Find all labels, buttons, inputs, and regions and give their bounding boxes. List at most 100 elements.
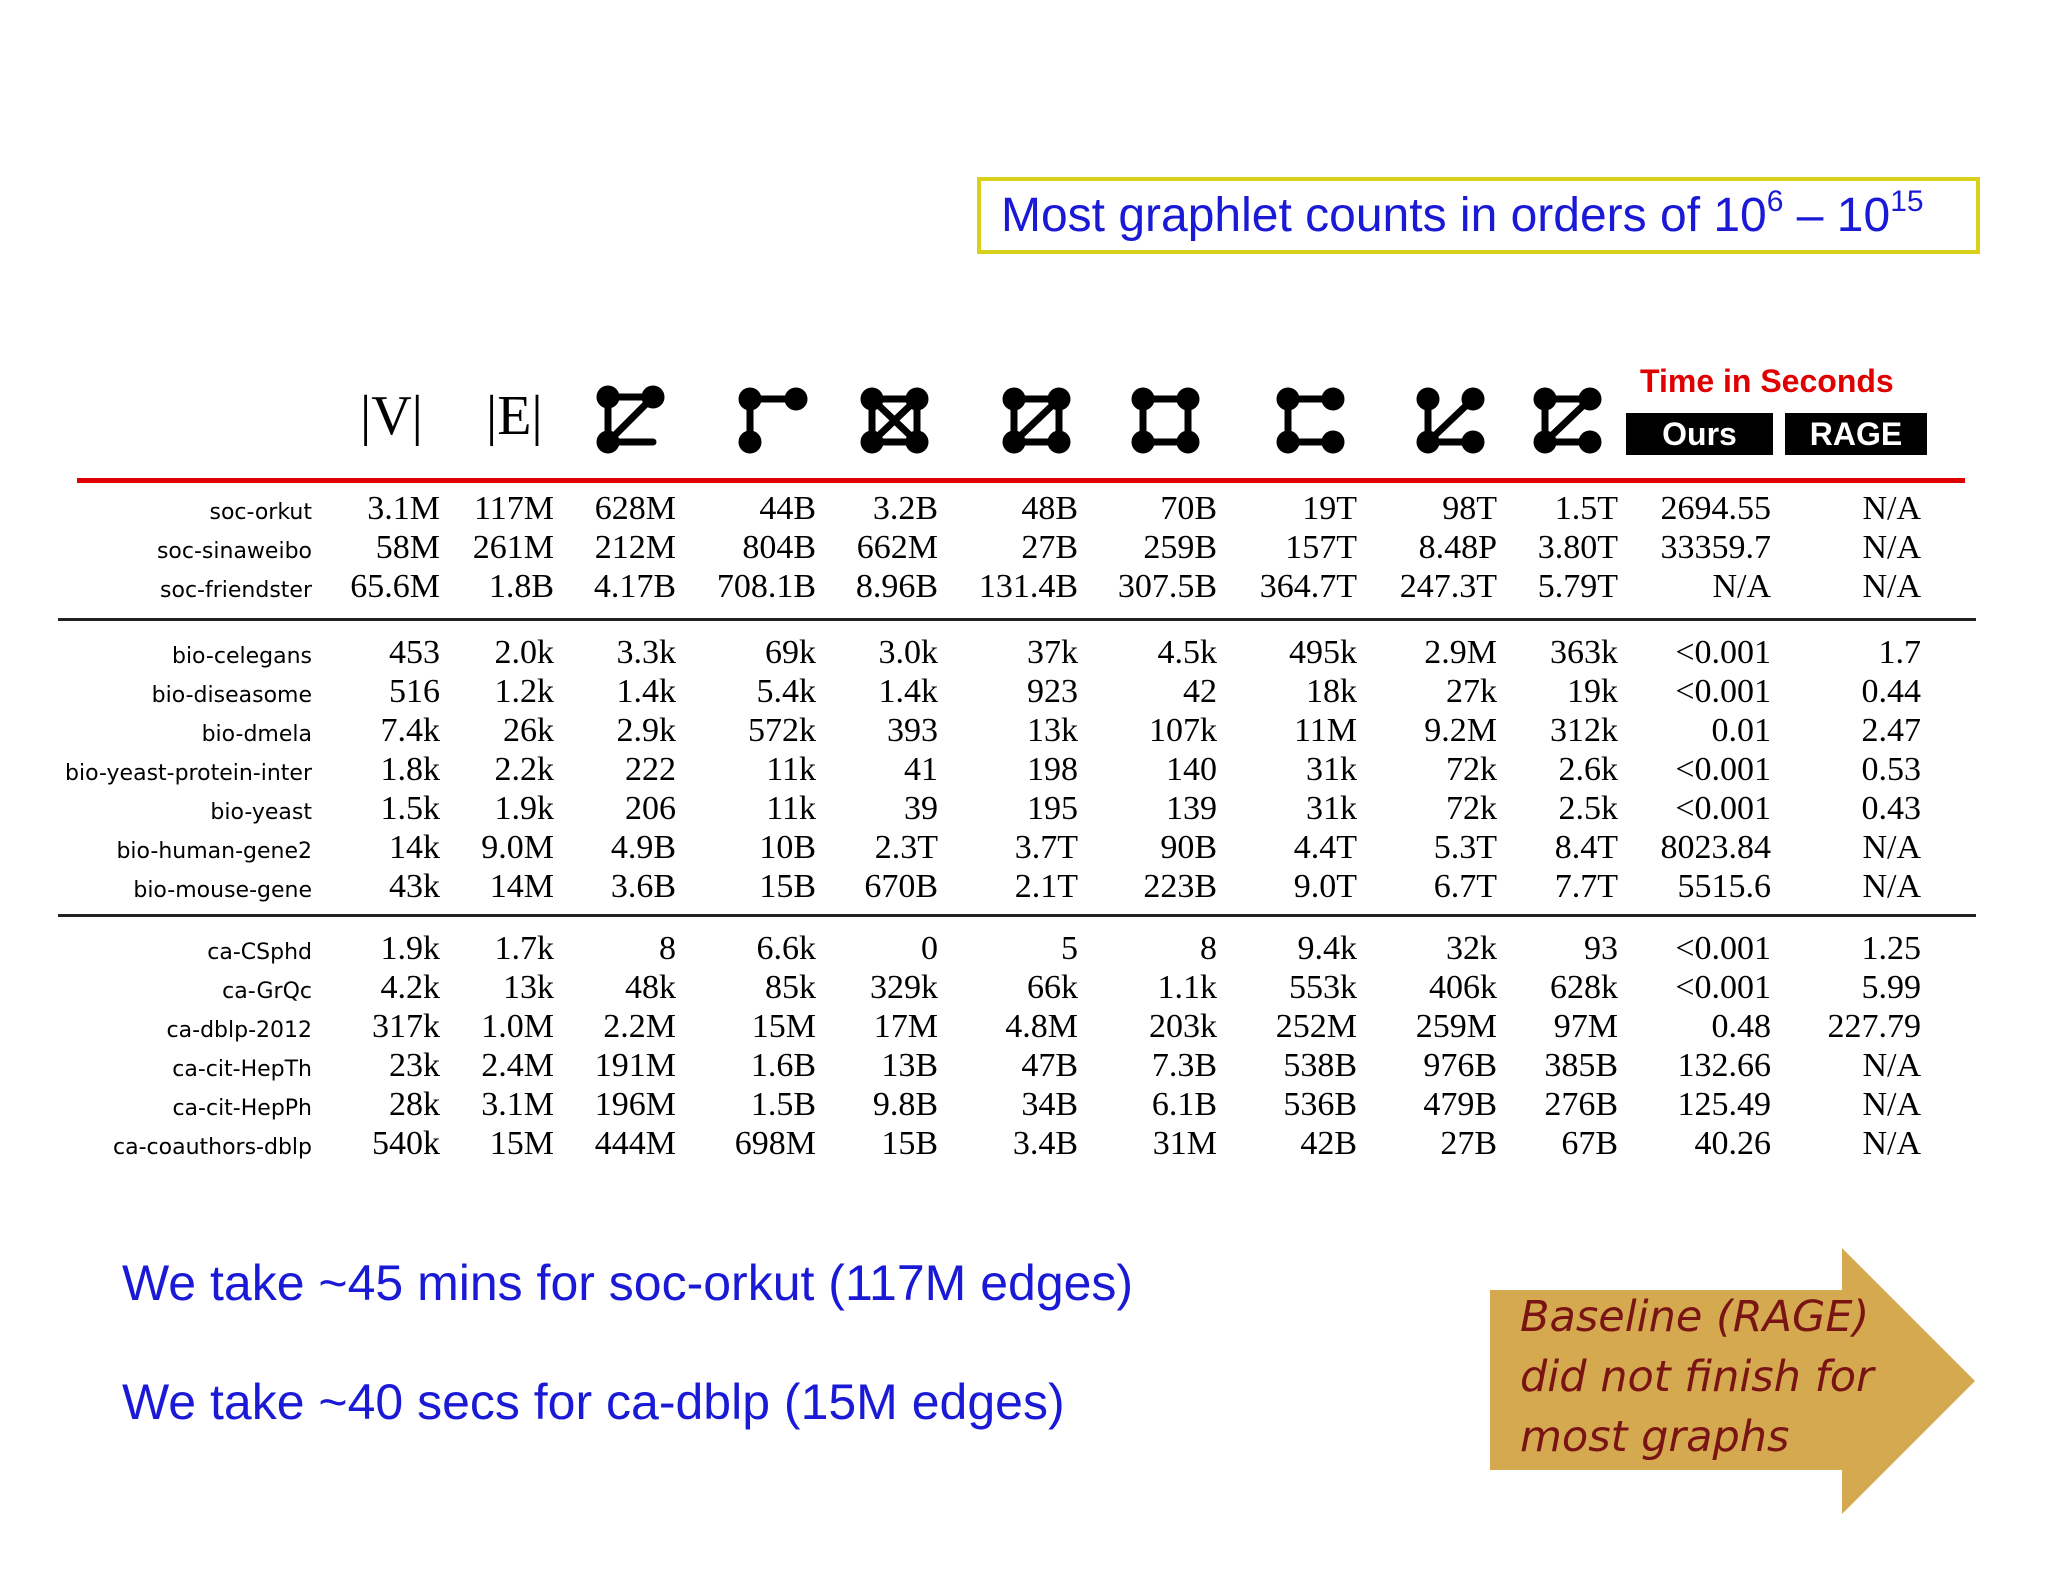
table-cell: <0.001 [1675,790,1771,827]
table-cell: 6.6k [756,930,817,967]
ours-column-header: Ours [1626,413,1773,455]
table-cell: 13k [503,969,554,1006]
row-label: bio-yeast [210,800,312,825]
table-cell: 393 [887,712,938,749]
table-cell: 195 [1027,790,1078,827]
table-cell: 1.2k [494,673,555,710]
table-cell: 15M [751,1008,816,1045]
table-cell: 3.6B [610,868,676,905]
table-cell: 247.3T [1399,568,1497,605]
table-cell: 140 [1166,751,1217,788]
tailed-triangle-icon [1416,387,1485,454]
table-cell: 8.48P [1418,529,1497,566]
table-cell: N/A [1862,1047,1921,1084]
table-cell: 4.4T [1293,829,1357,866]
table-cell: 317k [372,1008,440,1045]
table-cell: 1.25 [1861,930,1922,967]
table-cell: 8.96B [855,568,938,605]
four-clique-icon [860,387,929,454]
table-cell: 259M [1415,1008,1497,1045]
table-cell: 43k [389,868,440,905]
table-cell: 307.5B [1117,568,1217,605]
table-cell: 8 [1200,930,1217,967]
table-cell: 27k [1446,673,1497,710]
table-cell: 97M [1553,1008,1618,1045]
table-cell: 444M [594,1125,676,1162]
table-cell: 72k [1446,751,1497,788]
table-cell: 0 [921,930,938,967]
table-cell: 406k [1429,969,1497,1006]
table-cell: 11M [1294,712,1357,749]
table-cell: 17M [873,1008,938,1045]
table-cell: 40.26 [1694,1125,1772,1162]
table-cell: 0.48 [1711,1008,1772,1045]
table-cell: 11k [766,790,816,827]
table-cell: 2694.55 [1660,490,1772,527]
rage-column-header: RAGE [1785,413,1927,455]
table-cell: 13B [881,1047,938,1084]
table-cell: 28k [389,1086,440,1123]
table-cell: 1.6B [750,1047,816,1084]
table-cell: 4.2k [380,969,441,1006]
table-cell: 48k [625,969,676,1006]
table-cell: N/A [1712,568,1771,605]
table-cell: N/A [1862,868,1921,905]
table-cell: 69k [765,634,816,671]
table-cell: 1.7 [1878,634,1922,671]
table-cell: N/A [1862,568,1921,605]
table-cell: 9.0M [481,829,554,866]
table-cell: 5515.6 [1677,868,1772,905]
table-cell: 39 [904,790,938,827]
table-cell: 48B [1021,490,1078,527]
graphlet-count-callout: Most graphlet counts in orders of 106 – … [977,177,1980,254]
table-cell: 385B [1544,1047,1618,1084]
row-label: bio-yeast-protein-inter [65,761,312,786]
table-cell: 1.5T [1554,490,1618,527]
row-label: bio-mouse-gene [133,878,312,903]
table-cell: 1.0M [481,1008,554,1045]
table-cell: 2.6k [1558,751,1619,788]
callout-exponent-15: 15 [1890,185,1924,218]
table-cell: 157T [1285,529,1357,566]
table-cell: 670B [864,868,938,905]
table-cell: 42B [1300,1125,1357,1162]
table-cell: 3.1M [367,490,440,527]
table-cell: 2.0k [494,634,555,671]
table-cell: 538B [1283,1047,1357,1084]
table-cell: 4.5k [1157,634,1218,671]
table-cell: 58M [375,529,440,566]
table-cell: 8023.84 [1660,829,1772,866]
table-cell: 1.4k [616,673,677,710]
table-cell: <0.001 [1675,673,1771,710]
table-cell: 125.49 [1677,1086,1772,1123]
table-cell: 31M [1152,1125,1217,1162]
table-cell: 14k [389,829,440,866]
table-cell: 27B [1440,1125,1497,1162]
table-cell: 0.01 [1711,712,1772,749]
table-cell: 628M [594,490,676,527]
table-cell: 662M [856,529,938,566]
table-cell: N/A [1862,1125,1921,1162]
table-cell: 976B [1423,1047,1497,1084]
baseline-arrow-shape [1490,1248,1975,1514]
row-label: soc-sinaweibo [156,539,312,564]
table-cell: 3.2B [872,490,938,527]
table-cell: 206 [625,790,676,827]
row-label: bio-celegans [171,644,312,669]
table-cell: 261M [472,529,554,566]
table-cell: 329k [870,969,938,1006]
row-label: ca-coauthors-dblp [113,1135,312,1160]
table-cell: 3.80T [1537,529,1618,566]
table-cell: 9.2M [1424,712,1497,749]
row-label: bio-diseasome [151,683,312,708]
row-label: ca-cit-HepPh [172,1096,312,1121]
graphlet-header-icons [596,385,1602,454]
table-cell: 516 [389,673,440,710]
three-star-icon [1533,387,1602,454]
table-cell: 139 [1166,790,1217,827]
table-cell: 363k [1550,634,1618,671]
table-cell: 191M [594,1047,676,1084]
table-cell: 276B [1544,1086,1618,1123]
table-cell: 98T [1442,490,1497,527]
table-cell: 117M [474,490,554,527]
